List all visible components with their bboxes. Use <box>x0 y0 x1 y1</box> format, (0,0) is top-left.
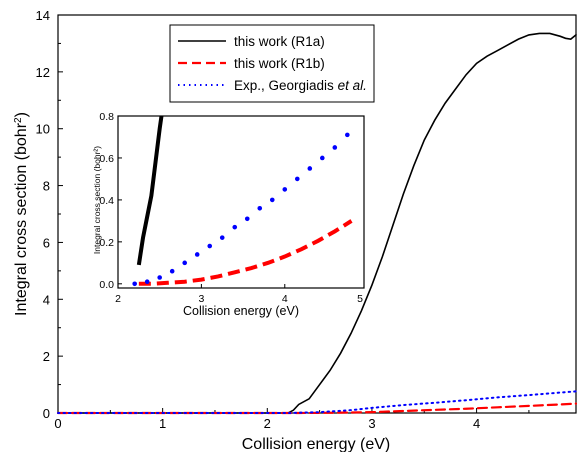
main-y-tick-label: 4 <box>43 292 50 307</box>
main-y-tick-label: 14 <box>36 8 50 23</box>
main-y-axis-title-prefix: Integral cross section (bohr <box>13 122 30 316</box>
inset-data-point <box>332 145 338 150</box>
main-y-tick-label: 2 <box>43 349 50 364</box>
inset-y-tick-label: 0.8 <box>99 111 114 123</box>
inset-data-point <box>132 281 137 287</box>
inset-data-point <box>345 132 350 138</box>
main-y-tick-label: 0 <box>43 406 50 421</box>
inset-background <box>118 116 364 288</box>
inset-x-tick-label: 2 <box>115 293 121 305</box>
main-x-tick-label: 4 <box>473 416 480 431</box>
inset-axis-ticks: 2 3 4 5 0.0 0.2 0.4 0.6 0.8 <box>99 111 363 305</box>
main-series-line-1 <box>57 32 577 414</box>
legend-label-italic: et al. <box>338 78 367 93</box>
legend-label-prefix: Exp., Georgiadis <box>234 78 338 93</box>
inset-x-axis-title: Collision energy (eV) <box>183 304 299 318</box>
main-y-axis-title: Integral cross section (bohr2) <box>13 112 31 316</box>
inset-plot-frame <box>117 115 365 289</box>
main-y-tick-label: 6 <box>43 235 50 250</box>
main-x-tick-label: 0 <box>54 416 61 431</box>
legend-label-1: this work (R1a) <box>234 34 325 49</box>
legend-label-2: this work (R1b) <box>234 56 325 71</box>
inset-data-point <box>219 235 225 240</box>
main-series-group <box>56 32 577 415</box>
inset-data-point <box>207 243 213 249</box>
inset-x-tick-label: 5 <box>357 293 363 305</box>
inset-data-point <box>244 216 250 222</box>
inset-y-tick-label: 0.6 <box>99 153 114 165</box>
legend: this work (R1a) this work (R1b) Exp., Geor… <box>169 24 375 103</box>
main-y-axis-title-suffix: ) <box>13 112 30 117</box>
inset-data-point <box>182 260 188 266</box>
inset-y-tick-label: 0.2 <box>99 237 114 249</box>
main-y-tick-label: 12 <box>36 65 50 80</box>
inset-series-line-2 <box>138 219 353 286</box>
inset-data-point <box>169 268 175 274</box>
inset-data-point <box>232 224 238 230</box>
inset-series-group <box>132 116 353 287</box>
inset-x-tick-label: 3 <box>198 293 204 305</box>
inset-data-point <box>257 205 263 211</box>
inset-series-line-1 <box>136 116 164 266</box>
inset-data-point <box>307 166 313 171</box>
main-x-tick-label: 3 <box>368 416 375 431</box>
inset-y-tick-label: 0.0 <box>99 279 114 291</box>
inset-y-axis-title: Integral cross section (bohr²) <box>92 146 102 254</box>
main-x-tick-label: 1 <box>159 416 166 431</box>
inset-data-point <box>320 155 325 161</box>
inset-data-point <box>282 187 288 192</box>
inset-data-point <box>269 197 275 203</box>
inset-x-tick-label: 4 <box>282 293 288 305</box>
legend-label-3: Exp., Georgiadis et al. <box>234 78 367 93</box>
main-y-tick-label: 8 <box>43 179 50 194</box>
main-series-line-3 <box>57 390 577 414</box>
inset-y-tick-label: 0.4 <box>99 195 114 207</box>
inset-chart: 2 3 4 5 0.0 0.2 0.4 0.6 0.8 Collision energy (eV… <box>92 111 365 318</box>
main-y-tick-label: 10 <box>36 122 50 137</box>
legend-box <box>169 24 375 103</box>
inset-data-point <box>294 176 300 182</box>
main-x-tick-label: 2 <box>264 416 271 431</box>
main-y-axis-title-sup: 2 <box>13 117 24 123</box>
inset-data-point <box>157 275 162 280</box>
inset-data-point <box>194 252 200 257</box>
main-x-axis-title: Collision energy (eV) <box>242 436 391 452</box>
inset-data-point <box>144 279 150 285</box>
